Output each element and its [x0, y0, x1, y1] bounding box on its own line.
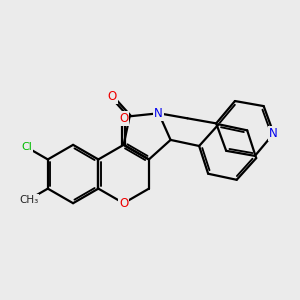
Text: O: O — [119, 112, 128, 125]
Text: N: N — [269, 127, 278, 140]
Text: Cl: Cl — [21, 142, 32, 152]
Text: O: O — [107, 90, 117, 103]
Text: CH₃: CH₃ — [19, 195, 38, 205]
Text: O: O — [119, 197, 128, 210]
Text: N: N — [154, 107, 163, 120]
